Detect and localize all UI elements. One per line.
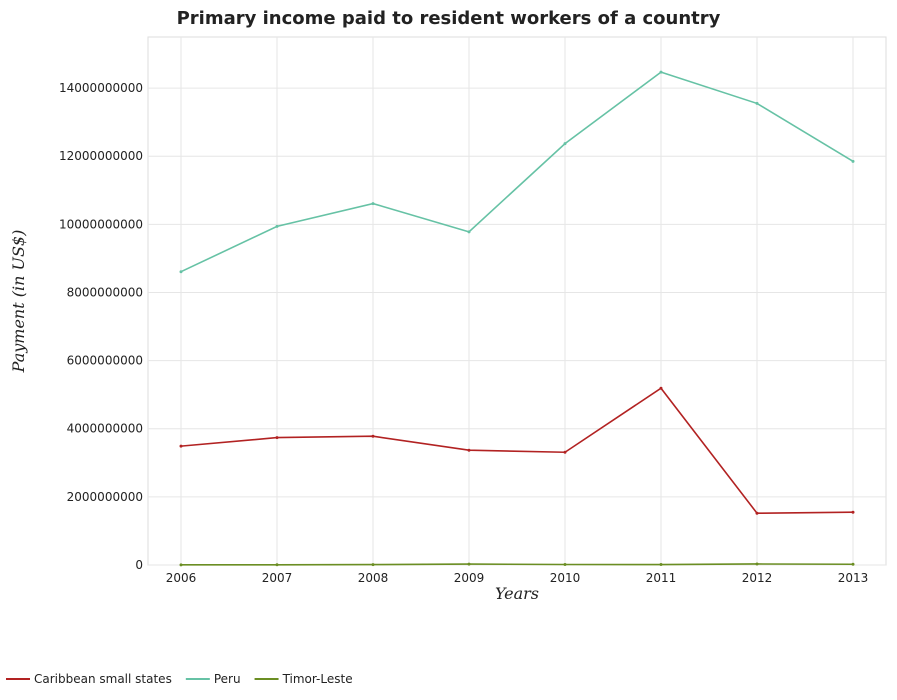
y-tick-labels: 0 2000000000 4000000000 6000000000 800000000…	[59, 81, 143, 572]
y-axis-title: Payment (in US$)	[9, 230, 28, 374]
data-point	[275, 224, 279, 228]
data-point	[755, 562, 759, 566]
plot-area	[147, 36, 887, 566]
x-tick-label: 2011	[646, 571, 677, 585]
y-tick-label: 12000000000	[59, 149, 143, 163]
y-tick-label: 0	[135, 558, 143, 572]
series-lines	[179, 70, 855, 567]
x-tick-label: 2009	[454, 571, 485, 585]
data-point	[563, 142, 567, 146]
data-point	[851, 562, 855, 566]
data-point	[371, 202, 375, 206]
data-point	[659, 563, 663, 567]
legend: Caribbean small states Peru Timor-Leste	[6, 672, 353, 686]
data-point	[467, 448, 471, 452]
gridlines	[148, 37, 886, 566]
y-tick-label: 8000000000	[67, 285, 143, 299]
data-point	[467, 230, 471, 234]
y-tick-label: 4000000000	[67, 422, 143, 436]
data-point	[563, 450, 567, 454]
series-line-timor-leste	[180, 563, 854, 566]
data-point	[275, 563, 279, 567]
data-point	[755, 101, 759, 105]
legend-label: Peru	[214, 672, 241, 686]
data-point	[563, 562, 567, 566]
y-tick-label: 6000000000	[67, 354, 143, 368]
x-tick-label: 2007	[262, 571, 293, 585]
data-point	[371, 563, 375, 567]
data-point	[179, 444, 183, 448]
x-tick-label: 2013	[838, 571, 869, 585]
x-tick-label: 2006	[166, 571, 197, 585]
y-tick-label: 10000000000	[59, 217, 143, 231]
data-point	[659, 70, 663, 74]
data-point	[851, 510, 855, 514]
data-point	[659, 386, 663, 390]
x-tick-label: 2012	[742, 571, 773, 585]
y-tick-label: 2000000000	[67, 490, 143, 504]
data-point	[851, 159, 855, 163]
chart-title: Primary income paid to resident workers …	[176, 8, 721, 29]
data-point	[179, 270, 183, 274]
legend-label: Timor-Leste	[282, 672, 353, 686]
data-point	[275, 436, 279, 440]
x-tick-labels: 2006 2007 2008 2009 2010 2011 2012 2013	[166, 571, 869, 585]
x-tick-label: 2008	[358, 571, 389, 585]
y-tick-label: 14000000000	[59, 81, 143, 95]
x-tick-label: 2010	[550, 571, 581, 585]
series-line-peru	[180, 71, 854, 273]
legend-label: Caribbean small states	[34, 672, 172, 686]
series-line-caribbean-small-states	[180, 387, 854, 515]
data-point	[467, 562, 471, 566]
data-point	[371, 434, 375, 438]
data-point	[179, 563, 183, 567]
x-axis-title: Years	[495, 584, 539, 603]
data-point	[755, 511, 759, 515]
